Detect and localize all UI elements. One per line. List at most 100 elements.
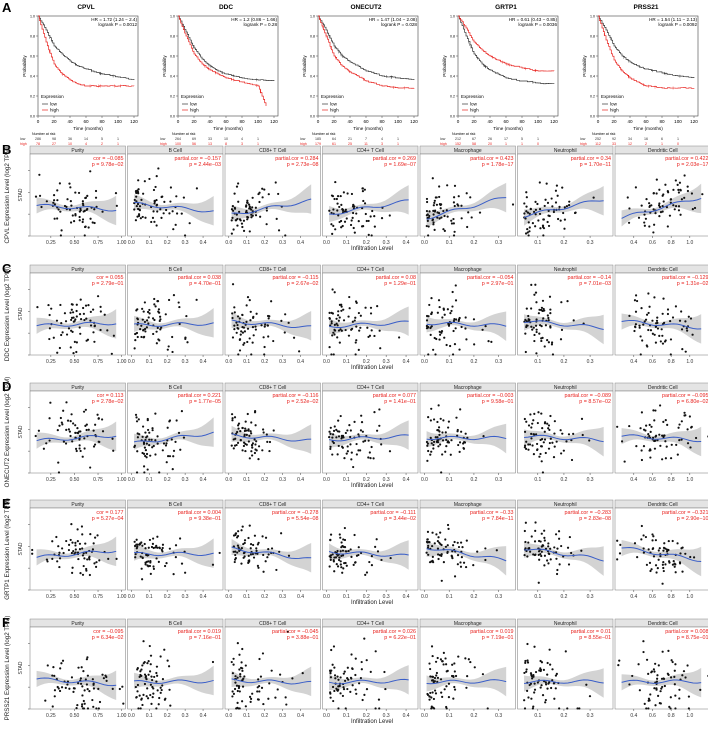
timer-point bbox=[427, 544, 430, 547]
timer-point bbox=[459, 565, 463, 568]
timer-point bbox=[677, 209, 681, 212]
timer-point bbox=[161, 449, 164, 452]
timer-point bbox=[549, 437, 552, 440]
timer-point bbox=[426, 442, 430, 445]
timer-point bbox=[428, 303, 431, 307]
timer-point bbox=[659, 444, 662, 447]
timer-point bbox=[254, 214, 258, 217]
timer-x-tick-label: 0.0 bbox=[128, 359, 135, 365]
timer-point bbox=[274, 181, 277, 184]
km-logrank: logrank P = 0.028 bbox=[381, 22, 417, 27]
timer-point bbox=[139, 670, 142, 673]
timer-point bbox=[349, 435, 352, 439]
timer-point bbox=[177, 301, 180, 304]
timer-point bbox=[235, 321, 238, 324]
timer-point bbox=[526, 231, 529, 234]
timer-point bbox=[427, 553, 430, 556]
timer-point bbox=[574, 211, 577, 214]
timer-point bbox=[364, 306, 367, 309]
timer-point bbox=[677, 426, 680, 429]
km-risk-low-value: 26 bbox=[488, 137, 492, 141]
km-curve-low bbox=[458, 15, 555, 85]
timer-point bbox=[440, 216, 443, 219]
timer-point bbox=[336, 202, 339, 205]
timer-point bbox=[256, 564, 260, 568]
timer-strip-label: Neutrophil bbox=[554, 502, 577, 508]
timer-point bbox=[335, 436, 338, 439]
timer-point bbox=[246, 201, 249, 204]
timer-p-text: p = 2.67e−02 bbox=[287, 281, 319, 287]
timer-point bbox=[144, 431, 147, 434]
timer-cor-text: cor = 0.113 bbox=[97, 393, 124, 399]
timer-point bbox=[155, 680, 158, 683]
timer-point bbox=[431, 654, 434, 658]
timer-point bbox=[261, 652, 265, 655]
timer-point bbox=[526, 555, 529, 558]
timer-point bbox=[454, 674, 458, 678]
km-risk-low-value: 33 bbox=[208, 137, 212, 141]
timer-point bbox=[433, 201, 436, 204]
timer-point bbox=[254, 325, 257, 328]
timer-point bbox=[686, 664, 689, 667]
km-legend-low: low bbox=[470, 102, 478, 107]
timer-point bbox=[701, 193, 704, 196]
timer-ci-band bbox=[231, 666, 312, 697]
timer-point bbox=[98, 440, 101, 444]
timer-point bbox=[652, 668, 655, 671]
timer-point bbox=[143, 335, 146, 338]
timer-point bbox=[352, 203, 355, 206]
timer-point bbox=[430, 645, 434, 648]
timer-point bbox=[438, 430, 441, 433]
timer-point bbox=[436, 420, 439, 424]
timer-point bbox=[464, 327, 467, 330]
timer-point bbox=[145, 452, 149, 456]
km-risk-high-value: 11 bbox=[364, 142, 368, 146]
timer-point bbox=[464, 657, 467, 660]
timer-point bbox=[347, 549, 350, 553]
timer-point bbox=[538, 207, 542, 211]
timer-x-tick-label: 0.0 bbox=[421, 240, 428, 246]
timer-point bbox=[179, 448, 182, 451]
timer-point bbox=[359, 314, 362, 317]
timer-point bbox=[454, 299, 458, 302]
timer-point bbox=[149, 572, 152, 575]
timer-point bbox=[60, 333, 63, 337]
timer-point bbox=[334, 677, 337, 680]
timer-point bbox=[566, 707, 569, 710]
timer-point bbox=[244, 664, 247, 667]
timer-point bbox=[84, 424, 87, 427]
timer-point bbox=[57, 461, 60, 464]
timer-point bbox=[336, 554, 339, 557]
timer-point bbox=[254, 328, 257, 331]
timer-point bbox=[533, 691, 536, 694]
timer-point bbox=[71, 541, 74, 544]
timer-point bbox=[378, 329, 381, 332]
timer-point bbox=[152, 565, 155, 568]
timer-point bbox=[337, 688, 340, 691]
timer-point bbox=[449, 453, 452, 456]
timer-point bbox=[533, 553, 537, 557]
timer-point bbox=[154, 305, 157, 308]
timer-point bbox=[240, 529, 243, 532]
timer-point bbox=[152, 692, 155, 695]
timer-point bbox=[86, 194, 89, 198]
timer-cor-text: partial.cor = 0.077 bbox=[373, 393, 416, 399]
timer-point bbox=[252, 556, 256, 559]
timer-point bbox=[65, 428, 68, 431]
timer-point bbox=[429, 675, 432, 678]
timer-x-tick-label: 0.4 bbox=[403, 240, 410, 246]
timer-cor-text: partial.cor = −0.115 bbox=[272, 275, 318, 281]
timer-point bbox=[551, 205, 554, 208]
timer-point bbox=[334, 556, 338, 559]
timer-point bbox=[71, 440, 74, 443]
timer-point bbox=[101, 430, 105, 433]
timer-cor-text: partial.cor = −0.095 bbox=[662, 393, 708, 399]
timer-point bbox=[453, 685, 456, 689]
timer-point bbox=[231, 316, 234, 320]
timer-point bbox=[345, 564, 348, 567]
km-logrank: logrank P = 0.0036 bbox=[518, 22, 557, 27]
timer-point bbox=[332, 331, 335, 334]
timer-point bbox=[540, 339, 543, 343]
timer-point bbox=[240, 330, 243, 333]
